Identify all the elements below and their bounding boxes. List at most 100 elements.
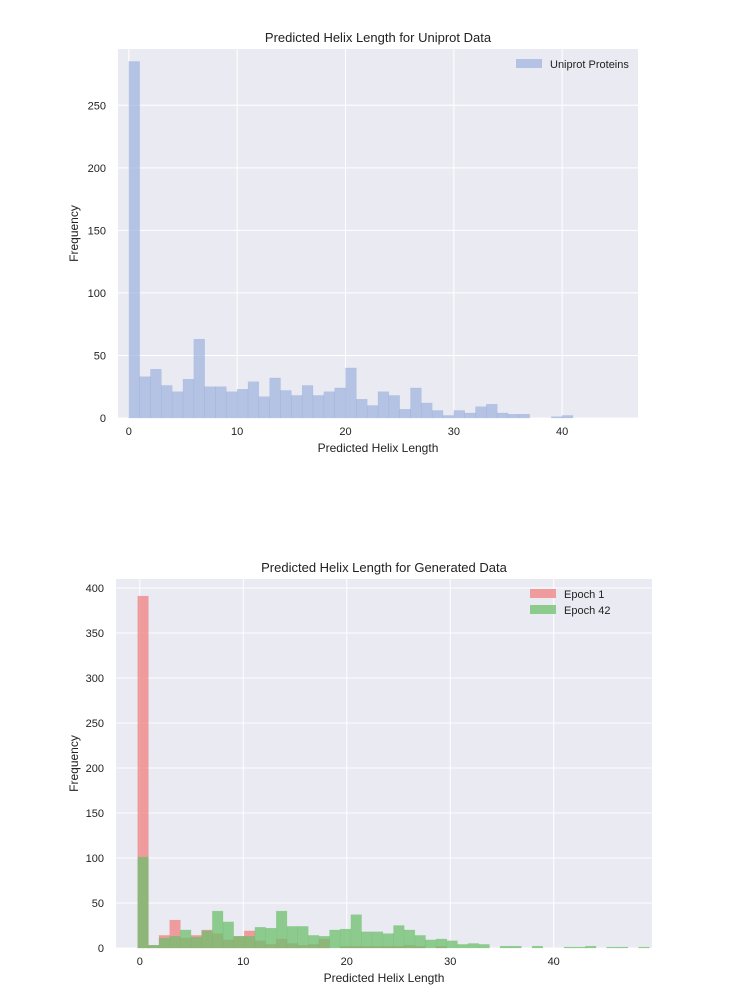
bar [377,391,390,419]
bar [128,61,140,419]
bar [478,944,490,949]
bar [226,391,238,419]
y-tick-label: 150 [88,225,106,237]
bar [446,940,458,949]
bar [180,929,192,949]
y-tick-label: 50 [94,350,106,362]
y-tick-label: 100 [88,288,106,300]
chart-2: 0 50 100 150 200 250 300 350 400 0 10 20 30 40 Predict… [67,560,652,985]
bar [457,944,469,949]
bar [382,933,394,949]
bar [371,931,384,949]
bar [222,921,234,949]
bar [215,386,227,419]
bar [510,945,522,949]
y-tick-label: 200 [88,163,106,175]
bar [518,413,530,419]
plot-area [118,49,638,418]
bar [425,939,437,949]
x-tick-label: 0 [126,426,132,438]
x-axis-label: Predicted Helix Length [324,971,445,985]
bar [403,929,416,949]
bar [148,945,160,949]
bar [435,938,448,949]
bar [431,410,444,419]
y-tick-label: 250 [86,718,104,730]
bar [442,415,455,419]
bar [499,945,512,949]
series-uniprot-proteins [128,61,574,419]
bar [551,416,563,419]
legend: Uniprot Proteins [516,59,629,71]
y-tick-label: 0 [100,413,106,425]
bar [258,396,270,419]
y-axis-label: Frequency [67,205,81,262]
bar [410,387,422,419]
bar [244,936,256,949]
series-epoch-42 [137,856,650,949]
bar [297,926,309,949]
bar [312,395,325,419]
x-tick-label: 30 [448,426,460,438]
bar [350,914,362,949]
bar [464,412,476,419]
bar [193,338,205,419]
legend-label: Epoch 1 [564,589,604,601]
bar [286,926,298,949]
bar [475,406,487,419]
bar [606,946,618,949]
bar [339,928,352,949]
bar [171,391,184,419]
bar [301,385,314,419]
x-tick-label: 40 [548,956,560,968]
bar [507,413,520,419]
y-tick-label: 100 [86,853,104,865]
bar [486,403,498,419]
bar [345,367,357,419]
chart-title: Predicted Helix Length for Generated Dat… [261,560,507,575]
bar [201,930,213,949]
bar [531,945,543,949]
legend-label: Uniprot Proteins [550,59,629,71]
bar [169,936,181,949]
bar [421,402,433,419]
bar [467,943,480,949]
plot-area [116,579,652,948]
bar [388,395,400,419]
bar [158,937,170,949]
y-tick-label: 0 [98,943,104,955]
bar [269,377,281,419]
bar [617,946,629,949]
bar [291,395,303,419]
bar [453,410,465,419]
bar [361,931,373,949]
x-tick-label: 20 [339,426,351,438]
bar [139,376,151,419]
x-axis-label: Predicted Helix Length [318,441,439,455]
bar [638,946,650,949]
bar [585,945,597,949]
bar [247,381,260,419]
bar [236,388,249,419]
legend-label: Epoch 42 [564,605,610,617]
y-tick-label: 350 [86,628,104,640]
bar [137,856,149,949]
y-tick-label: 50 [92,898,104,910]
y-axis-label: Frequency [67,735,81,792]
bar [563,946,575,949]
x-tick-label: 20 [341,956,353,968]
bar [161,385,173,419]
chart-1: 0 50 100 150 200 250 0 10 20 30 40 Predicted Helix … [67,30,638,455]
bar [254,927,266,949]
x-tick-label: 40 [556,426,568,438]
bar [280,390,292,419]
legend-swatch [530,605,556,614]
bar [496,412,509,419]
y-tick-label: 200 [86,763,104,775]
bar [276,910,288,949]
x-tick-label: 30 [444,956,456,968]
y-tick-label: 300 [86,673,104,685]
y-tick-label: 150 [86,808,104,820]
bar [233,936,245,949]
bar [393,925,405,949]
